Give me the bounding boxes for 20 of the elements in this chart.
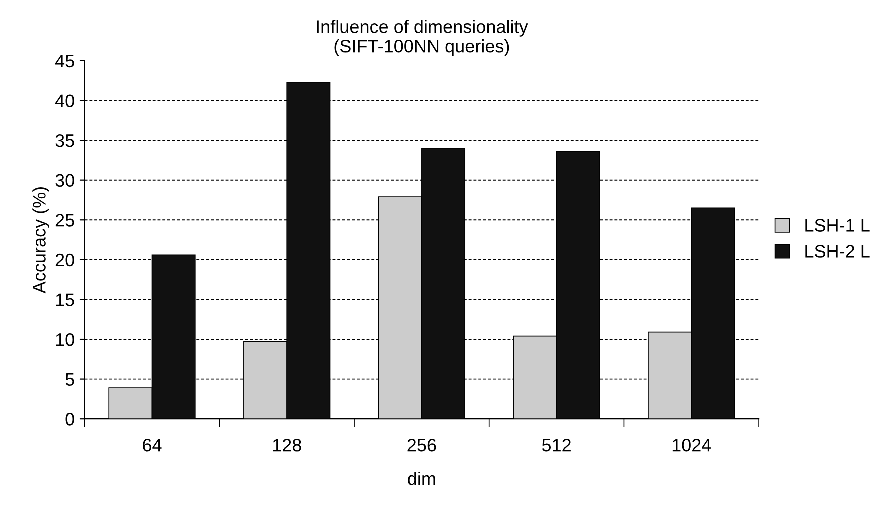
- y-tick-label: 45: [55, 55, 74, 68]
- y-axis-title: Accuracy (%): [32, 187, 50, 294]
- x-axis-title: dim: [408, 472, 436, 486]
- y-tick-label: 35: [56, 134, 74, 148]
- y-tick-label: 40: [55, 94, 74, 108]
- y-tick-label: 30: [56, 174, 74, 188]
- x-tick-label: 512: [542, 439, 571, 452]
- x-tick-label: 1024: [672, 439, 712, 452]
- x-tick-label: 256: [408, 439, 436, 452]
- x-tick-label: 128: [273, 439, 302, 452]
- chart-title: Influence of dimensionality (SIFT-100NN queries): [317, 20, 528, 56]
- y-tick-label: 15: [56, 294, 74, 306]
- legend-label: LSH-1 L: [806, 219, 870, 232]
- y-tick-label: 10: [56, 333, 74, 346]
- y-tick-label: 25: [56, 214, 74, 227]
- x-tick-label: 64: [143, 439, 162, 452]
- y-tick-label: 0: [66, 413, 74, 426]
- y-tick-label: 20: [56, 254, 74, 267]
- legend-label: LSH-2 L: [806, 245, 870, 258]
- y-tick-label: 5: [66, 373, 74, 386]
